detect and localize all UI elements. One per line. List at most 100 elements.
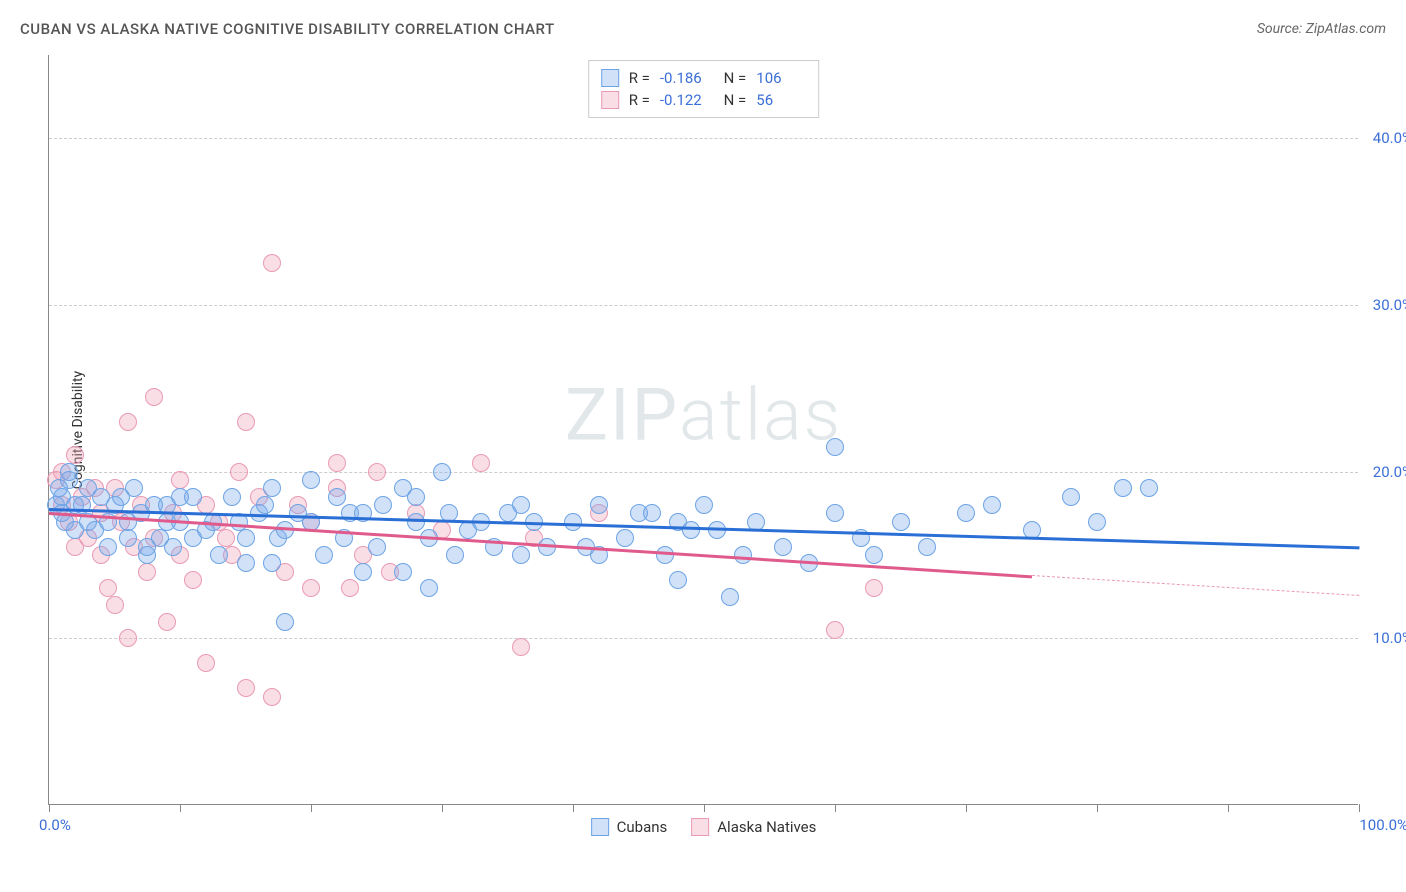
data-point-cubans (315, 546, 333, 564)
data-point-cubans (564, 513, 582, 531)
data-point-cubans (695, 496, 713, 514)
data-point-cubans (374, 496, 392, 514)
swatch-alaska (601, 91, 619, 109)
n-value-alaska: 56 (756, 91, 806, 109)
data-point-alaska (341, 579, 359, 597)
data-point-cubans (302, 471, 320, 489)
data-point-alaska (66, 446, 84, 464)
data-point-cubans (656, 546, 674, 564)
data-point-cubans (826, 504, 844, 522)
data-point-alaska (302, 579, 320, 597)
x-tick (180, 804, 181, 812)
y-tick-label: 10.0% (1373, 629, 1406, 647)
source-label: Source: ZipAtlas.com (1257, 21, 1386, 37)
swatch-cubans (591, 818, 609, 836)
data-point-cubans (643, 504, 661, 522)
legend-label-alaska: Alaska Natives (717, 818, 816, 836)
data-point-alaska (237, 679, 255, 697)
data-point-alaska (197, 654, 215, 672)
data-point-alaska (328, 454, 346, 472)
data-point-alaska (158, 613, 176, 631)
watermark: ZIPatlas (565, 372, 842, 457)
data-point-cubans (354, 563, 372, 581)
data-point-cubans (918, 538, 936, 556)
data-point-cubans (1114, 479, 1132, 497)
n-label: N = (720, 69, 746, 87)
trend-line-alaska-dash (1031, 575, 1359, 596)
y-tick-label: 30.0% (1373, 296, 1406, 314)
x-tick (835, 804, 836, 812)
x-tick (49, 804, 50, 812)
data-point-alaska (217, 529, 235, 547)
data-point-alaska (368, 463, 386, 481)
r-value-alaska: -0.122 (660, 91, 710, 109)
x-tick (704, 804, 705, 812)
data-point-alaska (119, 629, 137, 647)
data-point-cubans (184, 488, 202, 506)
data-point-cubans (1088, 513, 1106, 531)
series-legend: Cubans Alaska Natives (591, 818, 817, 836)
data-point-alaska (106, 596, 124, 614)
x-tick (1228, 804, 1229, 812)
data-point-cubans (721, 588, 739, 606)
data-point-cubans (407, 513, 425, 531)
stats-row-alaska: R = -0.122 N = 56 (601, 89, 807, 111)
gridline (49, 305, 1358, 306)
data-point-alaska (865, 579, 883, 597)
x-axis-min-label: 0.0% (39, 816, 71, 834)
data-point-cubans (826, 438, 844, 456)
data-point-alaska (138, 563, 156, 581)
data-point-cubans (446, 546, 464, 564)
data-point-cubans (99, 538, 117, 556)
data-point-cubans (433, 463, 451, 481)
x-tick (966, 804, 967, 812)
data-point-alaska (472, 454, 490, 472)
y-tick-label: 20.0% (1373, 463, 1406, 481)
data-point-cubans (328, 488, 346, 506)
data-point-cubans (263, 554, 281, 572)
data-point-cubans (512, 496, 530, 514)
data-point-alaska (512, 638, 530, 656)
gridline (49, 138, 1358, 139)
x-tick (1097, 804, 1098, 812)
gridline (49, 638, 1358, 639)
data-point-cubans (237, 529, 255, 547)
legend-label-cubans: Cubans (617, 818, 668, 836)
data-point-cubans (957, 504, 975, 522)
data-point-cubans (256, 496, 274, 514)
data-point-cubans (892, 513, 910, 531)
data-point-cubans (263, 479, 281, 497)
swatch-cubans (601, 69, 619, 87)
data-point-cubans (512, 546, 530, 564)
data-point-alaska (230, 463, 248, 481)
header: CUBAN VS ALASKA NATIVE COGNITIVE DISABIL… (20, 20, 1386, 38)
stats-row-cubans: R = -0.186 N = 106 (601, 67, 807, 89)
data-point-cubans (865, 546, 883, 564)
data-point-cubans (60, 463, 78, 481)
data-point-cubans (734, 546, 752, 564)
data-point-cubans (682, 521, 700, 539)
data-point-alaska (263, 254, 281, 272)
x-tick (573, 804, 574, 812)
data-point-alaska (99, 579, 117, 597)
r-label: R = (629, 69, 650, 87)
data-point-cubans (394, 563, 412, 581)
data-point-alaska (171, 471, 189, 489)
data-point-alaska (119, 413, 137, 431)
chart-title: CUBAN VS ALASKA NATIVE COGNITIVE DISABIL… (20, 20, 555, 38)
n-value-cubans: 106 (756, 69, 806, 87)
chart-container: CUBAN VS ALASKA NATIVE COGNITIVE DISABIL… (0, 0, 1406, 892)
data-point-cubans (774, 538, 792, 556)
r-value-cubans: -0.186 (660, 69, 710, 87)
data-point-cubans (223, 488, 241, 506)
n-label: N = (720, 91, 746, 109)
data-point-cubans (164, 538, 182, 556)
data-point-alaska (826, 621, 844, 639)
x-tick (311, 804, 312, 812)
stats-legend: R = -0.186 N = 106 R = -0.122 N = 56 (588, 60, 820, 118)
data-point-cubans (125, 479, 143, 497)
data-point-alaska (145, 388, 163, 406)
data-point-cubans (420, 579, 438, 597)
data-point-cubans (407, 488, 425, 506)
data-point-cubans (276, 613, 294, 631)
